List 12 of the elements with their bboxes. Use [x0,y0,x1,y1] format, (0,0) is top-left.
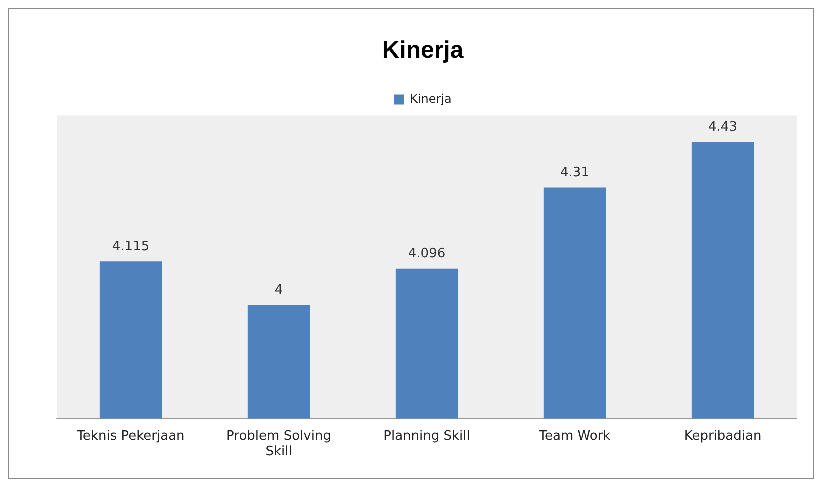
x-tick-label: Team Work [538,428,612,444]
data-label: 4.43 [708,120,738,136]
x-tick-label: Teknis Pekerjaan [76,428,185,444]
data-label: 4.115 [112,239,150,254]
data-label: 4 [274,283,284,298]
legend-label: Kinerja [410,92,452,106]
data-label: 4.31 [560,166,590,181]
chart-title: Kinerja [382,37,464,64]
data-label: 4.096 [408,246,446,262]
x-tick-label: Planning Skill [384,428,470,444]
x-tick-label: Problem Solving Skill [226,428,332,460]
x-tick-label: Kepribadian [684,428,762,444]
